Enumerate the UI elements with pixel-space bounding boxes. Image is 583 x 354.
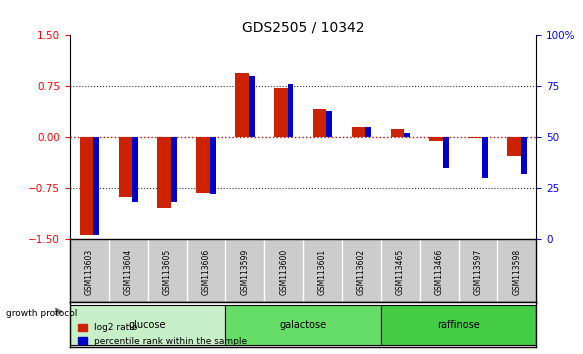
Text: GSM113600: GSM113600	[279, 249, 288, 295]
Bar	[80, 137, 93, 235]
Bar	[196, 137, 210, 193]
Text: GSM113605: GSM113605	[163, 249, 171, 295]
Bar	[249, 76, 255, 137]
Text: galactose: galactose	[280, 320, 326, 330]
Bar	[507, 137, 521, 156]
Bar	[482, 137, 488, 178]
Bar	[274, 88, 287, 137]
Bar	[430, 137, 443, 141]
Text: GSM113603: GSM113603	[85, 249, 94, 295]
Bar	[326, 111, 332, 137]
Bar	[404, 133, 410, 137]
Text: GSM113597: GSM113597	[473, 249, 483, 295]
Text: GSM113466: GSM113466	[435, 249, 444, 295]
FancyBboxPatch shape	[381, 305, 536, 345]
Bar	[352, 127, 366, 137]
Text: GSM113602: GSM113602	[357, 249, 366, 295]
Bar	[210, 137, 216, 194]
Legend: log2 ratio, percentile rank within the sample: log2 ratio, percentile rank within the s…	[75, 320, 251, 349]
Bar	[313, 109, 326, 137]
Bar	[366, 127, 371, 137]
Bar	[93, 137, 99, 235]
Text: raffinose: raffinose	[437, 320, 480, 330]
Bar	[235, 73, 249, 137]
Bar	[521, 137, 526, 174]
Text: GSM113599: GSM113599	[240, 249, 250, 295]
Title: GDS2505 / 10342: GDS2505 / 10342	[242, 20, 364, 34]
FancyBboxPatch shape	[226, 305, 381, 345]
Text: growth protocol: growth protocol	[6, 309, 77, 318]
Bar	[171, 137, 177, 202]
Bar	[132, 137, 138, 202]
Text: GSM113606: GSM113606	[202, 249, 210, 295]
Text: glucose: glucose	[129, 320, 166, 330]
Text: GSM113465: GSM113465	[396, 249, 405, 295]
Bar	[118, 137, 132, 197]
Bar	[287, 84, 293, 137]
Text: GSM113598: GSM113598	[512, 249, 521, 295]
Bar	[443, 137, 449, 168]
Bar	[468, 137, 482, 138]
Bar	[391, 129, 404, 137]
Text: GSM113601: GSM113601	[318, 249, 327, 295]
Bar	[157, 137, 171, 208]
Text: GSM113604: GSM113604	[124, 249, 133, 295]
FancyBboxPatch shape	[70, 305, 226, 345]
